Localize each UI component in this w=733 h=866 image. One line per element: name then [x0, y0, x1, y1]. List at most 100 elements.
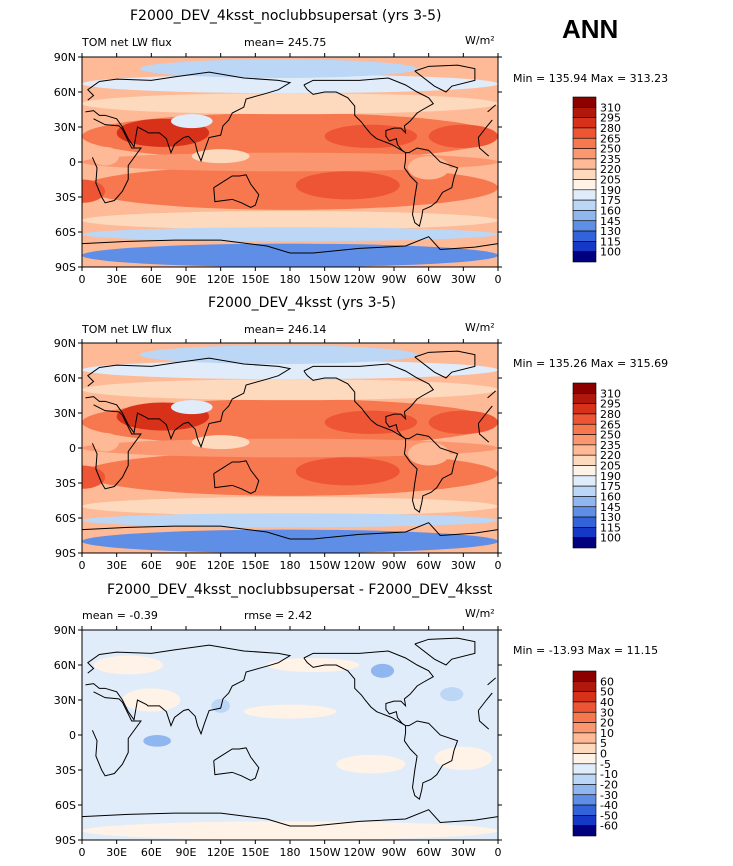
colorbar-swatch: [572, 220, 597, 232]
colorbar-swatch: [572, 753, 597, 765]
lat-tick-label: 60N: [54, 86, 76, 99]
lon-tick-label: 60E: [141, 846, 162, 859]
contour-region: [82, 179, 106, 203]
lat-tick-label: 90S: [55, 261, 76, 274]
lon-tick-label: 0: [495, 273, 502, 286]
colorbar-swatch: [572, 168, 597, 180]
contour-region: [82, 152, 498, 172]
lat-tick-label: 90S: [55, 834, 76, 847]
lat-tick-label: 60S: [55, 512, 76, 525]
lat-tick-label: 0: [69, 729, 76, 742]
coastline: [213, 460, 260, 495]
colorbar-swatch: [572, 413, 597, 425]
colorbar-level-label: 10: [600, 727, 614, 740]
lon-tick-label: 0: [495, 559, 502, 572]
colorbar-level-label: 205: [600, 460, 621, 473]
colorbar-swatch: [572, 722, 597, 734]
contour-region: [82, 243, 498, 267]
colorbar-swatch: [572, 804, 597, 816]
lon-tick-label: 120E: [207, 273, 235, 286]
colorbar-level-label: 0: [600, 748, 607, 761]
colorbar-level-label: 310: [600, 387, 621, 400]
colorbar-swatch: [572, 107, 597, 118]
colorbar-swatch: [572, 423, 597, 435]
coastline: [414, 64, 476, 93]
colorbar-swatch: [572, 742, 597, 754]
colorbar-level-label: 295: [600, 398, 621, 411]
lon-tick-label: 120W: [343, 273, 375, 286]
colorbar-level-label: 220: [600, 163, 621, 176]
colorbar-level-label: 190: [600, 184, 621, 197]
panel-2-min-max: Min = 135.26 Max = 315.69: [513, 357, 669, 370]
colorbar-swatch: [572, 773, 597, 785]
colorbar-level-label: -10: [600, 768, 618, 781]
contour-region: [243, 704, 337, 719]
lat-tick-label: 90N: [54, 337, 76, 350]
lon-tick-label: 90W: [382, 273, 407, 286]
colorbar-swatch: [572, 251, 597, 263]
colorbar-level-label: 40: [600, 696, 614, 709]
lat-tick-label: 90S: [55, 547, 76, 560]
coastline: [82, 236, 498, 254]
colorbar-swatch: [572, 711, 597, 723]
panel-2-units: W/m²: [465, 321, 495, 334]
lon-tick-label: 0: [79, 559, 86, 572]
colorbar-level-label: 235: [600, 153, 621, 166]
panel-3-units: W/m²: [465, 607, 495, 620]
contour-region: [266, 658, 360, 672]
contour-region: [191, 149, 250, 164]
contour-region: [295, 171, 400, 200]
colorbar-level-label: 280: [600, 122, 621, 135]
colorbar-level-label: 60: [600, 675, 614, 688]
colorbar-swatch: [572, 230, 597, 242]
contour-region: [82, 93, 498, 115]
colorbar-2: 3102952802652502352202051901751601451301…: [572, 382, 621, 549]
contour-region: [82, 630, 498, 840]
colorbar-level-label: 265: [600, 132, 621, 145]
coastline: [91, 404, 493, 490]
coastline: [414, 350, 476, 379]
colorbar-level-label: 115: [600, 521, 621, 534]
colorbar-swatch: [572, 537, 597, 549]
lon-tick-label: 0: [79, 846, 86, 859]
colorbar-swatch: [572, 691, 597, 703]
colorbar-level-label: 280: [600, 408, 621, 421]
coastline: [303, 77, 435, 154]
colorbar-level-label: 130: [600, 511, 621, 524]
contour-region: [440, 687, 464, 702]
panel-2-center-label: mean= 246.14: [244, 323, 327, 336]
lat-tick-label: 30N: [54, 121, 76, 134]
colorbar-level-label: 30: [600, 706, 614, 719]
lon-tick-label: 120W: [343, 846, 375, 859]
lon-tick-label: 90E: [176, 846, 197, 859]
colorbar-level-label: -50: [600, 809, 618, 822]
lon-tick-label: 30W: [451, 846, 476, 859]
lon-tick-label: 30W: [451, 273, 476, 286]
contour-region: [82, 529, 498, 553]
panel-1-left-label: TOM net LW flux: [82, 36, 172, 49]
colorbar-level-label: 205: [600, 174, 621, 187]
contour-region: [82, 360, 498, 380]
colorbar-level-label: 175: [600, 480, 621, 493]
colorbar-swatch: [572, 444, 597, 456]
coastline: [213, 747, 260, 782]
colorbar-swatch: [572, 382, 597, 394]
colorbar-level-label: 100: [600, 532, 621, 545]
colorbar-swatch: [572, 485, 597, 497]
colorbar-swatch: [572, 794, 597, 806]
contour-region: [82, 497, 498, 516]
lon-tick-label: 120E: [207, 846, 235, 859]
colorbar-swatch: [572, 763, 597, 775]
lon-tick-label: 60W: [416, 846, 441, 859]
colorbar-level-label: -30: [600, 789, 618, 802]
colorbar-swatch: [572, 158, 597, 170]
contour-region: [139, 59, 418, 78]
colorbar-swatch: [572, 179, 597, 191]
lon-tick-label: 30E: [106, 559, 127, 572]
colorbar-swatch: [572, 148, 597, 160]
contour-region: [211, 698, 230, 713]
lon-tick-label: 0: [79, 273, 86, 286]
colorbar-swatch: [572, 117, 597, 129]
contour-region: [82, 438, 498, 458]
